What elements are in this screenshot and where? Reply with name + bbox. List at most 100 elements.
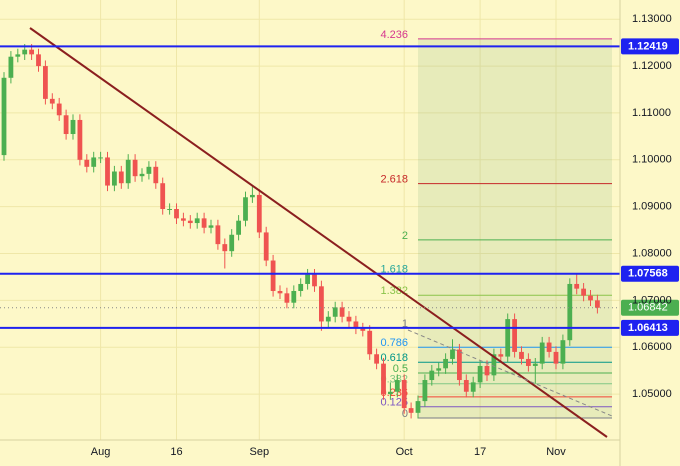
x-tick-label: 16 xyxy=(170,446,182,458)
candle-body xyxy=(243,197,248,221)
candle-body xyxy=(263,232,269,261)
candle-body xyxy=(105,157,110,186)
candle-body xyxy=(312,274,317,287)
y-tick-label: 1.08000 xyxy=(632,247,672,259)
candle-body xyxy=(477,365,483,383)
candle-body xyxy=(118,171,124,184)
y-tick-label: 1.06000 xyxy=(632,341,672,353)
fib-label: 1.382 xyxy=(380,285,408,297)
candle-body xyxy=(532,363,538,366)
candle-body xyxy=(43,66,48,99)
candle-body xyxy=(367,330,373,355)
fib-label: 2 xyxy=(402,230,408,242)
candle-body xyxy=(388,391,393,395)
fib-label: 0.786 xyxy=(380,337,408,349)
fib-label: 0.382 xyxy=(380,374,408,386)
candle-body xyxy=(215,225,221,245)
trend-line xyxy=(29,27,608,438)
candle-body xyxy=(374,354,379,364)
candle-body xyxy=(325,316,331,322)
candle-body xyxy=(498,354,504,357)
candle-body xyxy=(408,408,414,413)
candle-body xyxy=(8,56,14,78)
x-tick-label: Sep xyxy=(250,446,270,458)
candle-body xyxy=(491,354,497,376)
x-tick-label: Oct xyxy=(396,446,413,458)
x-tick-label: 17 xyxy=(474,446,486,458)
candle-body xyxy=(63,115,69,135)
candle-body xyxy=(463,380,469,392)
candle-body xyxy=(160,183,166,209)
fib-label: 0.5 xyxy=(393,363,408,375)
candle-body xyxy=(270,260,276,291)
candle-body xyxy=(353,321,359,329)
candle-body xyxy=(132,159,138,177)
candle-body xyxy=(256,194,262,233)
candle-body xyxy=(56,103,62,116)
candle-body xyxy=(519,351,524,359)
candle-body xyxy=(422,380,428,402)
candle-body xyxy=(291,290,297,303)
candle-body xyxy=(346,316,352,322)
candle-body xyxy=(415,401,421,413)
candle-body xyxy=(208,225,214,228)
candle-body xyxy=(546,342,552,352)
y-tick-label: 1.07000 xyxy=(632,294,672,306)
candle-body xyxy=(91,157,97,167)
candle-body xyxy=(484,365,490,376)
candle-body xyxy=(77,119,83,160)
level-tag xyxy=(621,265,679,282)
candle-body xyxy=(588,295,593,301)
candle-body xyxy=(284,293,290,303)
candle-body xyxy=(567,283,573,341)
y-tick-label: 1.10000 xyxy=(632,154,672,166)
y-tick-label: 1.12000 xyxy=(632,60,672,72)
level-label: 1.07568 xyxy=(628,268,668,280)
level-tag xyxy=(621,38,679,55)
dashed-line xyxy=(407,329,613,417)
levels: 1.12419 1.07568 1.06413 1.06842 xyxy=(0,38,679,336)
candle-body xyxy=(305,274,310,284)
y-tick-label: 1.09000 xyxy=(632,201,672,213)
candle-body xyxy=(125,159,131,184)
last-price-tag xyxy=(621,299,679,316)
candle-body xyxy=(22,49,28,55)
candle-body xyxy=(560,340,566,364)
candle-body xyxy=(98,157,103,159)
candle-body xyxy=(112,171,117,186)
candle-body xyxy=(70,119,76,135)
fib-label: 2.618 xyxy=(380,174,408,186)
fib-label: 0.236 xyxy=(380,387,408,399)
fib-label: 0 xyxy=(402,408,408,420)
candle-body xyxy=(450,349,455,359)
candle-body xyxy=(277,290,283,294)
candle-body xyxy=(181,218,186,221)
fib-label: 1 xyxy=(402,318,408,330)
candle-body xyxy=(250,194,255,198)
candle-body xyxy=(332,307,338,317)
candles xyxy=(1,44,600,419)
candle-body xyxy=(505,319,511,357)
candle-body xyxy=(436,368,442,371)
candle-body xyxy=(381,363,386,395)
level-label: 1.06413 xyxy=(628,322,668,334)
candle-body xyxy=(401,380,407,409)
candle-body xyxy=(429,370,435,381)
level-tag xyxy=(621,319,679,336)
candle-body xyxy=(29,49,34,55)
candle-body xyxy=(187,220,193,224)
candle-body xyxy=(470,382,476,392)
y-tick-label: 1.11000 xyxy=(632,107,671,119)
y-tick-label: 1.13000 xyxy=(632,13,672,25)
candle-body xyxy=(539,342,545,364)
candle-body xyxy=(153,166,159,184)
x-tick-label: Nov xyxy=(546,446,566,458)
candle-body xyxy=(139,173,145,177)
candle-body xyxy=(1,77,7,156)
candle-body xyxy=(36,54,41,67)
candle-body xyxy=(84,159,90,167)
candle-body xyxy=(15,54,21,57)
price-axis-background xyxy=(620,0,680,466)
fib-label: 1.618 xyxy=(380,264,408,276)
